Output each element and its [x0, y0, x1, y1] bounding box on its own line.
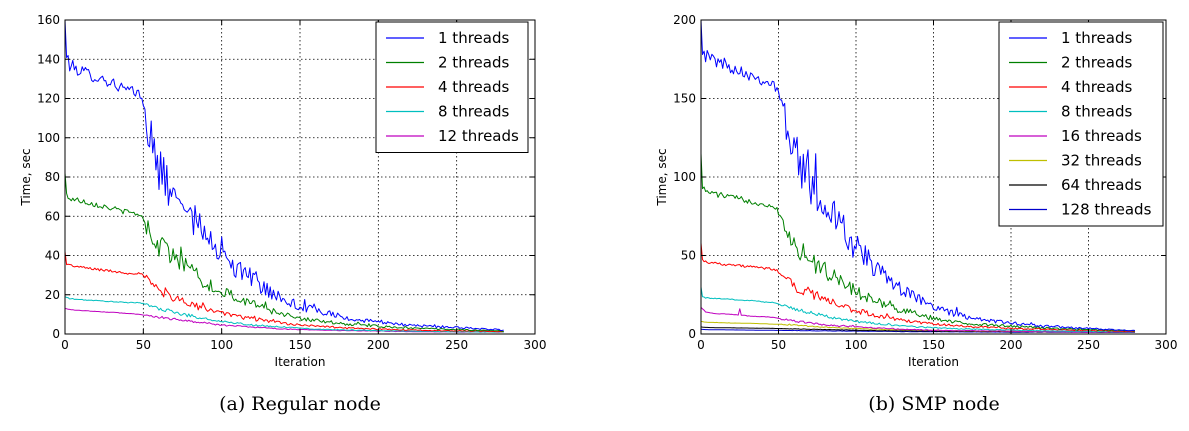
legend-label: 2 threads [438, 54, 509, 72]
legend: 1 threads 2 threads 4 threads 8 threads 12 t… [375, 21, 529, 153]
series-line-4-threads [700, 242, 1136, 333]
caption-smp-node: (b) SMP node [868, 393, 999, 415]
x-tick-label: 100 [210, 338, 233, 352]
y-axis-label: Time, sec [655, 148, 669, 206]
axis-ticks: 0 50 100 150 200 250 300 0 20 40 60 80 100 120 140 160 [37, 13, 546, 352]
x-axis-label: Iteration [908, 355, 959, 369]
series-line-2-threads [64, 173, 504, 332]
x-tick-label: 200 [367, 338, 390, 352]
legend-label: 1 threads [1061, 29, 1132, 47]
series-lines [64, 19, 504, 333]
y-tick-label: 60 [45, 209, 60, 223]
y-tick-label: 20 [45, 288, 60, 302]
legend-label: 8 threads [1061, 103, 1132, 121]
y-tick-label: 0 [688, 327, 696, 341]
series-lines [700, 19, 1136, 333]
y-axis-label: Time, sec [19, 148, 33, 206]
y-tick-label: 50 [681, 249, 696, 263]
y-tick-label: 0 [52, 327, 60, 341]
legend-label: 64 threads [1061, 176, 1142, 194]
panel-smp-node: 0 50 100 150 200 250 300 0 50 100 150 200 Iteration… [655, 13, 1177, 415]
x-tick-label: 0 [697, 338, 705, 352]
x-tick-label: 100 [845, 338, 868, 352]
legend-label: 4 threads [1061, 78, 1132, 96]
series-line-8-threads [700, 286, 1136, 333]
x-tick-label: 250 [1077, 338, 1100, 352]
legend: 1 threads 2 threads 4 threads 8 threads 16 t… [998, 21, 1164, 227]
legend-label: 32 threads [1061, 152, 1142, 170]
y-tick-label: 150 [673, 92, 696, 106]
legend-label: 12 threads [438, 127, 519, 145]
panel-regular-node: 0 50 100 150 200 250 300020406080100120140160 … [19, 13, 546, 415]
x-tick-label: 250 [445, 338, 468, 352]
legend-label: 16 threads [1061, 127, 1142, 145]
series-line-8-threads [64, 296, 504, 333]
caption-regular-node: (a) Regular node [219, 393, 381, 415]
x-tick-label: 200 [1000, 338, 1023, 352]
series-line-4-threads [64, 251, 504, 333]
legend-label: 1 threads [438, 29, 509, 47]
x-tick-label: 150 [289, 338, 312, 352]
legend-box [998, 21, 1164, 227]
legend-label: 128 threads [1061, 201, 1152, 219]
x-tick-label: 0 [61, 338, 69, 352]
y-tick-label: 100 [37, 131, 60, 145]
series-line-2-threads [700, 153, 1136, 332]
legend-label: 2 threads [1061, 54, 1132, 72]
x-tick-label: 50 [771, 338, 786, 352]
x-axis-label: Iteration [275, 355, 326, 369]
y-tick-label: 40 [45, 249, 60, 263]
series-line-12-threads [64, 308, 504, 333]
y-tick-label: 140 [37, 52, 60, 66]
x-tick-label: 50 [136, 338, 151, 352]
x-tick-label: 300 [524, 338, 547, 352]
legend-label: 4 threads [438, 78, 509, 96]
x-tick-label: 150 [922, 338, 945, 352]
series-line-1-threads [64, 19, 504, 331]
y-tick-label: 100 [673, 170, 696, 184]
series-line-1-threads [700, 19, 1136, 332]
y-tick-label: 200 [673, 13, 696, 27]
series-line-16-threads [700, 306, 1136, 333]
x-tick-label: 300 [1155, 338, 1178, 352]
axis-ticks: 0 50 100 150 200 250 300 0 50 100 150 200 [673, 13, 1177, 352]
y-tick-label: 120 [37, 92, 60, 106]
y-tick-label: 80 [45, 170, 60, 184]
legend-label: 8 threads [438, 103, 509, 121]
y-tick-label: 160 [37, 13, 60, 27]
